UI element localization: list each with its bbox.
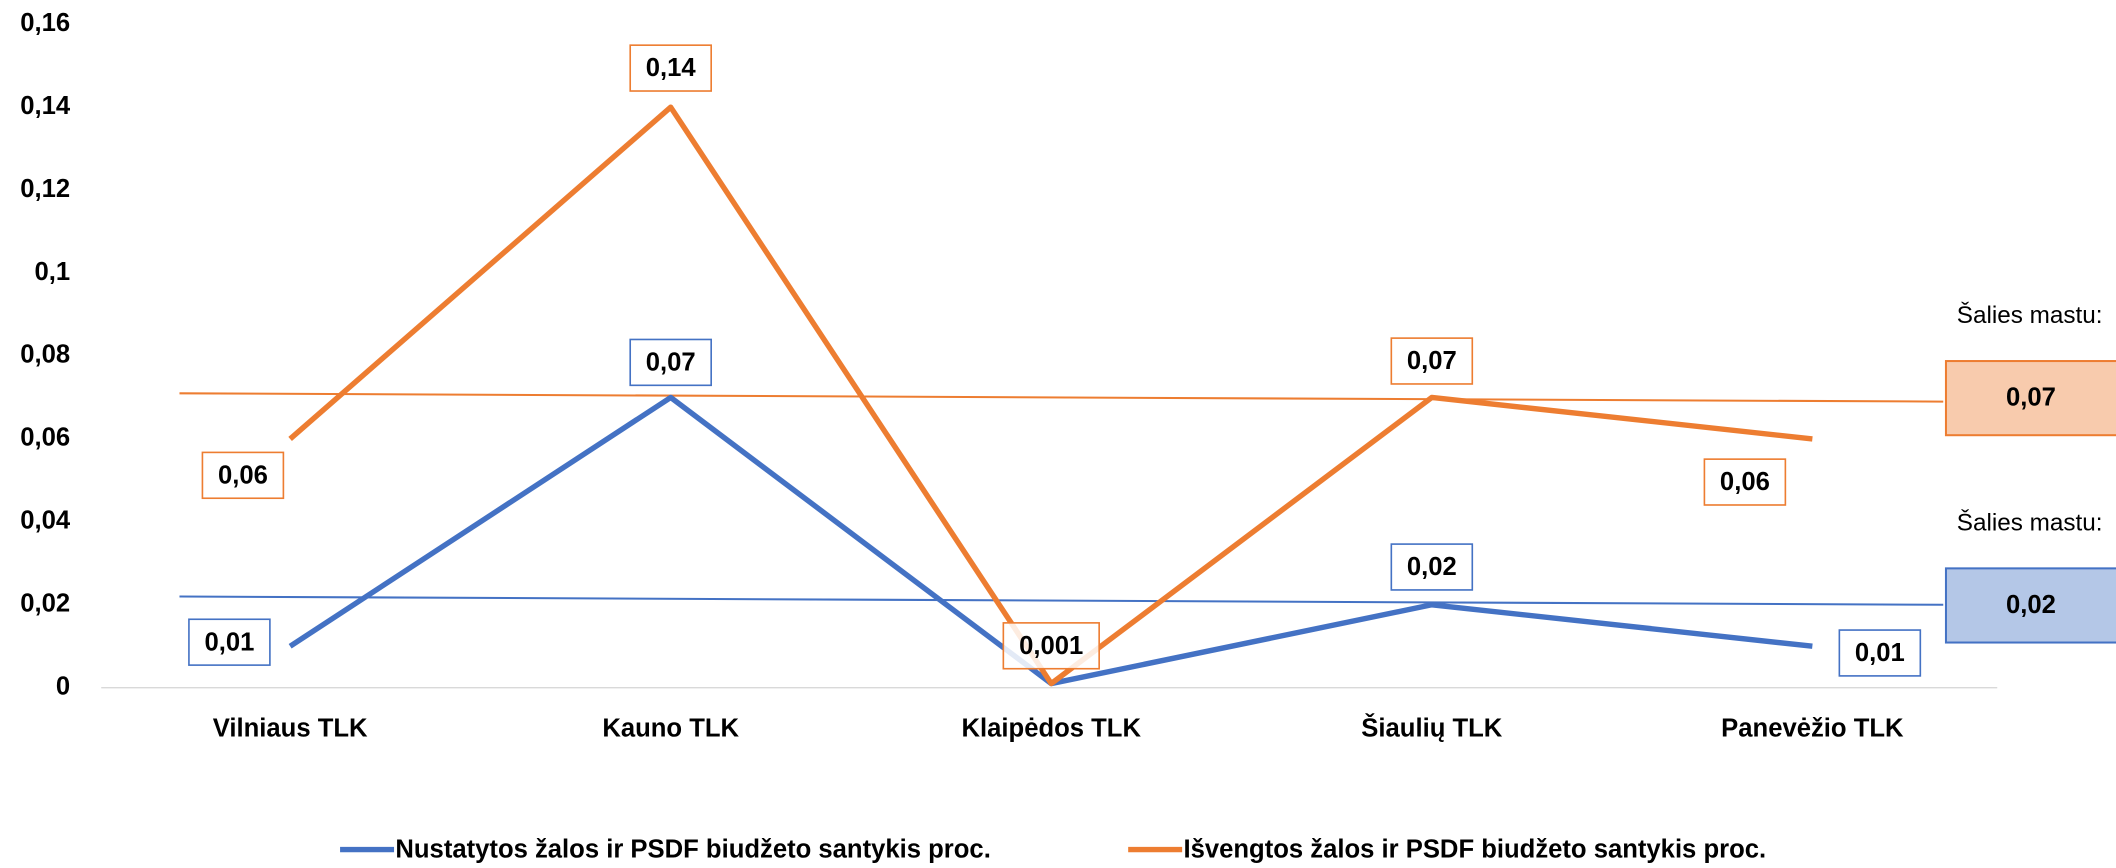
data-label: 0,02 — [1407, 553, 1457, 581]
data-label-box — [1002, 622, 1100, 670]
data-label-box — [629, 338, 712, 387]
legend-label: Nustatytos žalos ir PSDF biudžeto santyk… — [395, 836, 990, 863]
reference-caption: Šalies mastu: — [1957, 508, 2103, 536]
x-tick-label: Vilniaus TLK — [213, 714, 368, 742]
y-tick-label: 0,16 — [20, 9, 70, 37]
y-tick-label: 0,1 — [35, 258, 71, 286]
x-tick-label: Klaipėdos TLK — [962, 714, 1142, 742]
data-label: 0,14 — [646, 54, 697, 82]
legend-label: Išvengtos žalos ir PSDF biudžeto santyki… — [1184, 836, 1767, 863]
x-tick-label: Kauno TLK — [602, 714, 739, 742]
data-label: 0,06 — [1720, 468, 1770, 496]
data-label: 0,01 — [204, 628, 254, 656]
y-tick-label: 0,02 — [20, 590, 70, 618]
reference-label: 0,02 — [2006, 591, 2056, 619]
reference-line — [179, 392, 1944, 403]
data-label-box — [1390, 543, 1474, 591]
reference-box — [1944, 567, 2116, 644]
series-line — [288, 104, 1813, 687]
x-tick-label: Panevėžio TLK — [1721, 714, 1904, 742]
data-label: 0,01 — [1855, 639, 1905, 667]
y-tick-label: 0 — [56, 672, 70, 700]
data-label: 0,07 — [646, 349, 696, 377]
data-label-box — [1838, 629, 1922, 677]
data-label: 0,07 — [1407, 347, 1457, 375]
data-label-box — [188, 618, 271, 666]
data-label-box — [1390, 337, 1474, 385]
reference-label: 0,07 — [2006, 384, 2056, 412]
reference-box — [1944, 360, 2116, 437]
y-tick-label: 0,04 — [20, 507, 71, 535]
reference-caption: Šalies mastu: — [1957, 301, 2103, 329]
data-label-box — [1703, 458, 1787, 506]
data-label-box — [629, 44, 712, 92]
y-tick-label: 0,12 — [20, 175, 70, 203]
y-tick-label: 0,06 — [20, 424, 70, 452]
reference-line — [179, 595, 1944, 606]
y-tick-label: 0,08 — [20, 341, 70, 369]
x-tick-label: Šiaulių TLK — [1361, 712, 1502, 742]
y-tick-label: 0,14 — [20, 92, 71, 120]
data-label: 0,001 — [1019, 632, 1083, 660]
data-label: 0,06 — [218, 461, 268, 489]
data-label-box — [201, 451, 285, 500]
